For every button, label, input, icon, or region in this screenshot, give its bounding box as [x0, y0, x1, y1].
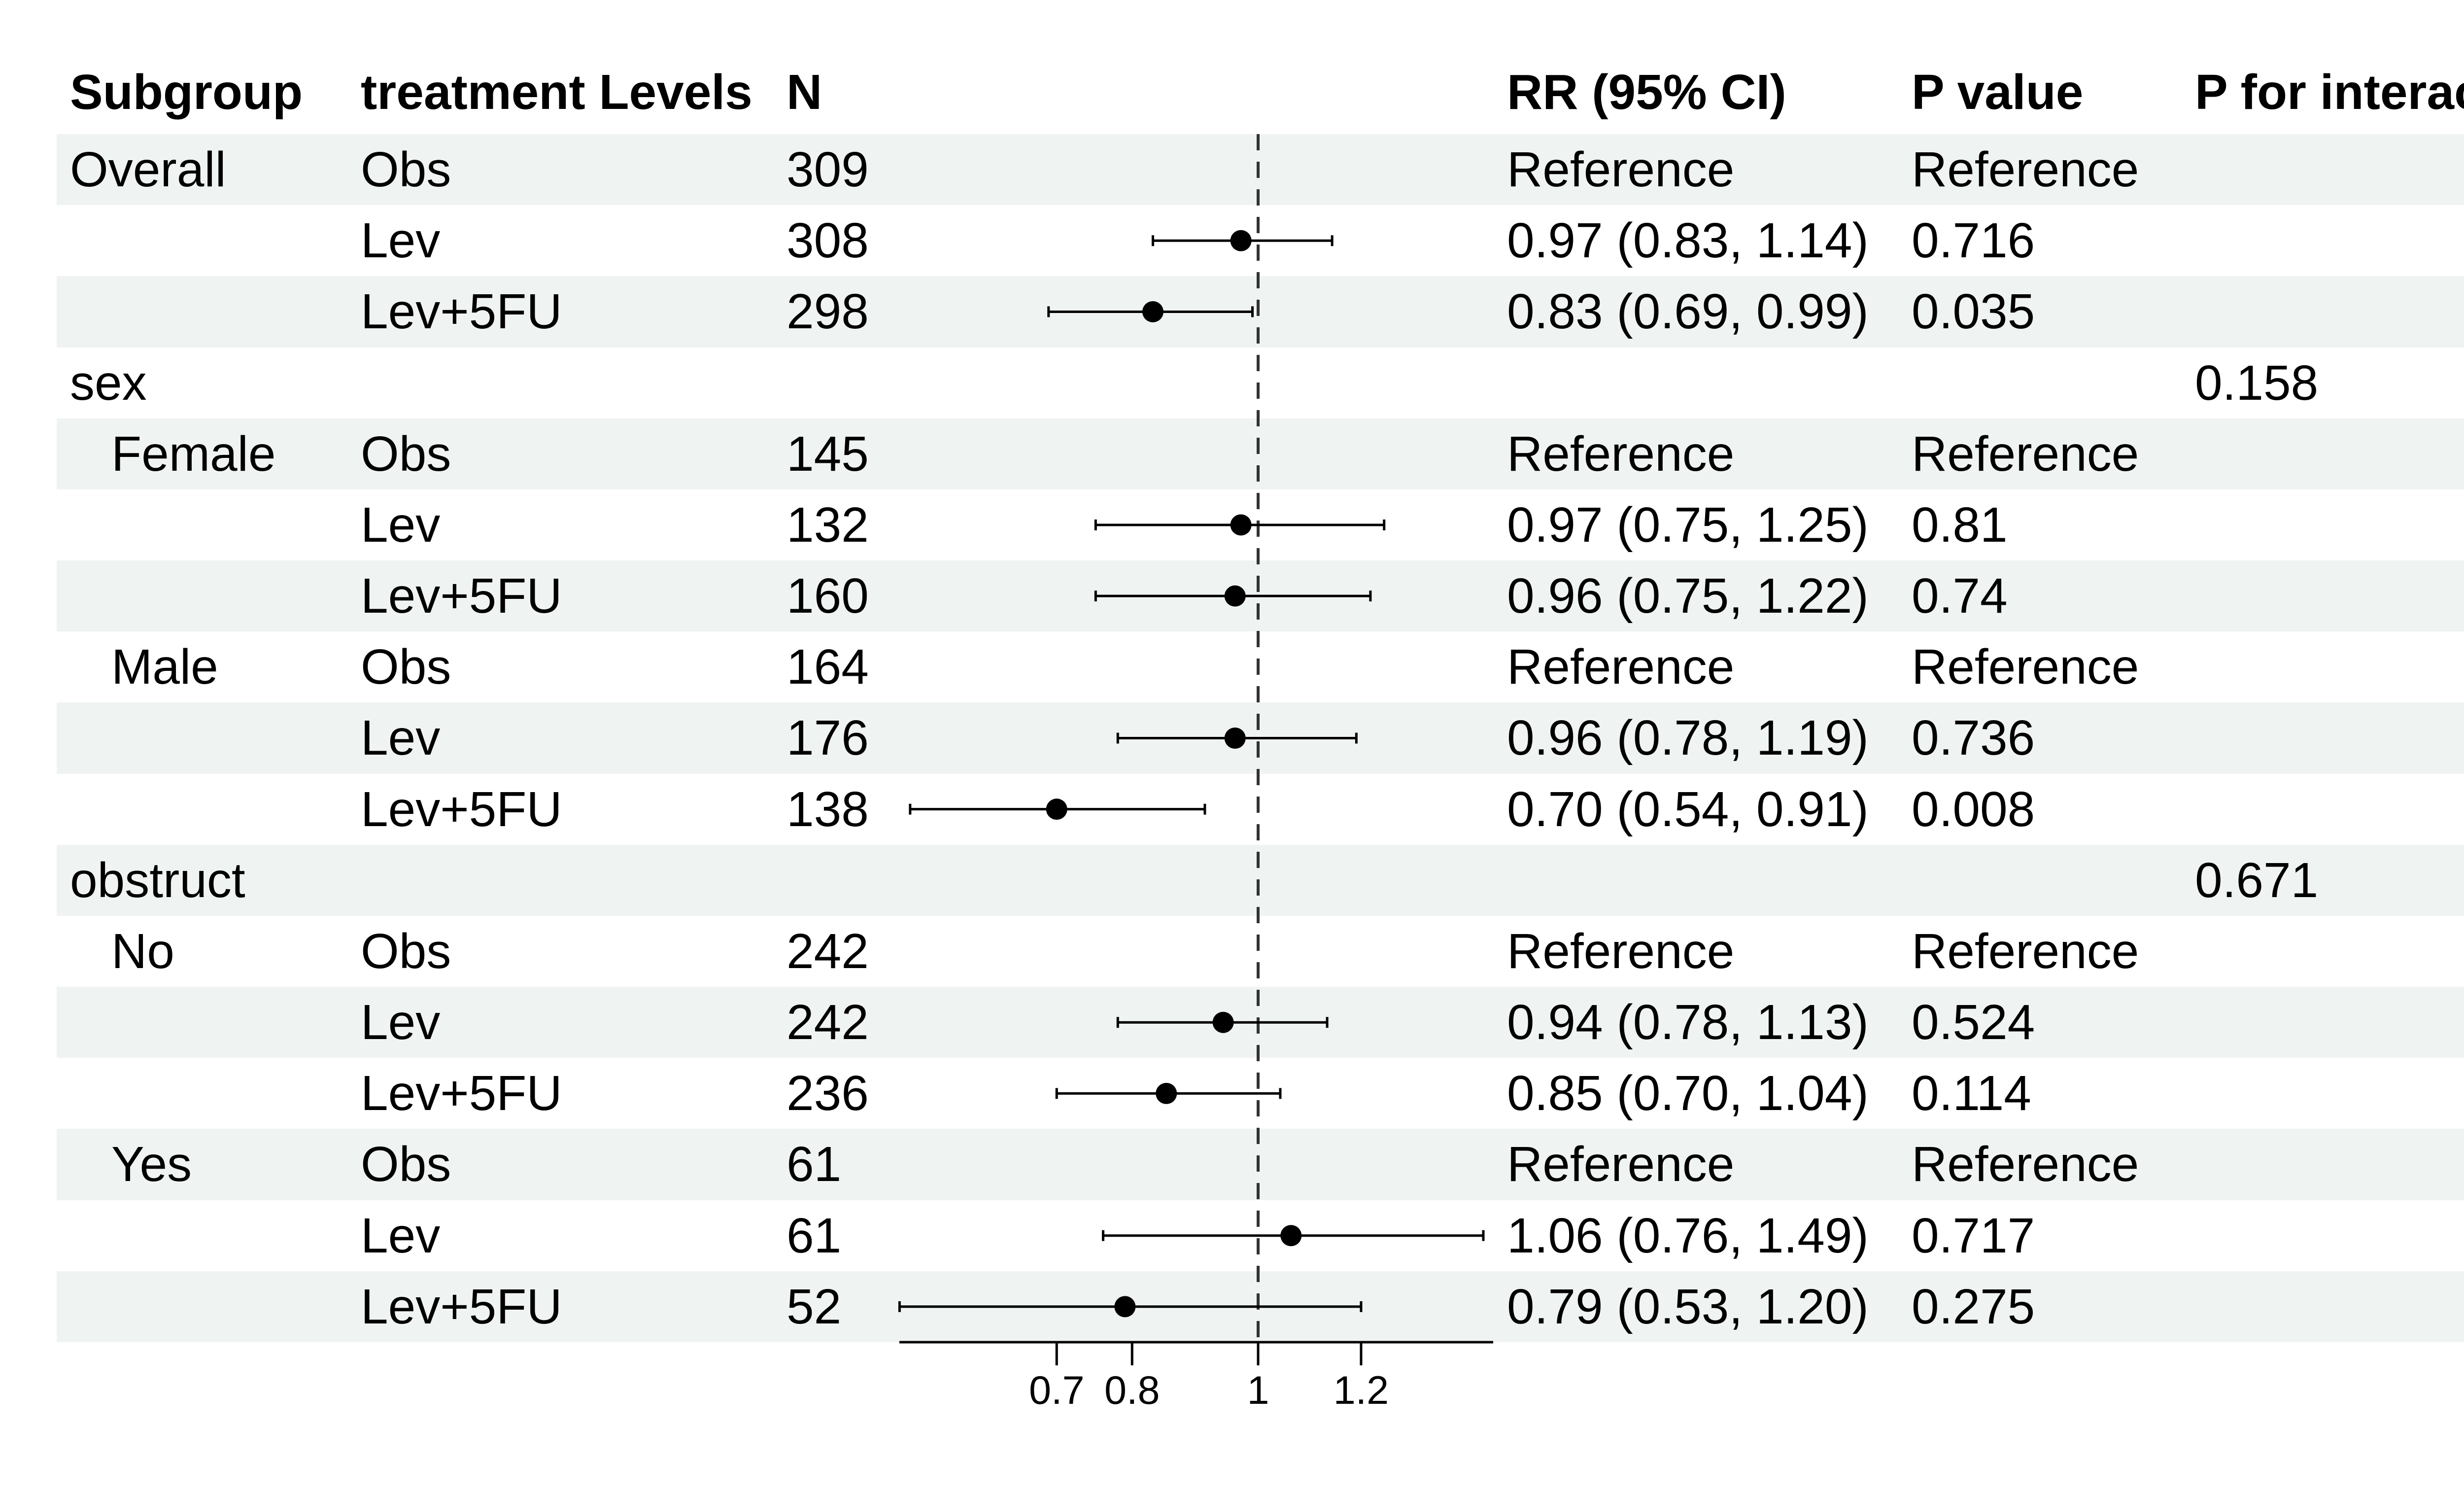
cell-p-value: Reference	[1912, 426, 2139, 482]
cell-p-value: 0.524	[1912, 995, 2035, 1050]
ci-marker	[1230, 230, 1252, 251]
cell-n: 145	[787, 426, 869, 482]
cell-treatment-level: Lev	[361, 213, 441, 269]
row-stripe	[57, 134, 2464, 206]
ci-marker	[1156, 1082, 1177, 1104]
col-header-p-value: P value	[1912, 65, 2084, 120]
cell-p-value: Reference	[1912, 923, 2139, 979]
cell-rr-ci: 0.96 (0.78, 1.19)	[1507, 710, 1869, 766]
cell-rr-ci: Reference	[1507, 923, 1735, 979]
cell-rr-ci: Reference	[1507, 426, 1735, 482]
cell-treatment-level: Lev	[361, 995, 441, 1050]
cell-rr-ci: Reference	[1507, 639, 1735, 695]
ci-marker	[1280, 1225, 1302, 1247]
cell-treatment-level: Lev+5FU	[361, 1066, 562, 1121]
cell-subgroup: Yes	[111, 1137, 192, 1192]
cell-p-value: Reference	[1912, 639, 2139, 695]
cell-treatment-level: Obs	[361, 923, 451, 979]
row-stripe	[57, 1129, 2464, 1200]
cell-treatment-level: Obs	[361, 639, 451, 695]
col-header-treatment: treatment Levels	[361, 65, 753, 120]
cell-n: 242	[787, 995, 869, 1050]
cell-treatment-level: Lev+5FU	[361, 1279, 562, 1334]
cell-n: 309	[787, 142, 869, 197]
cell-n: 52	[787, 1279, 842, 1334]
x-axis-tick-label: 0.7	[1029, 1368, 1085, 1413]
cell-p-interaction: 0.671	[2195, 852, 2319, 908]
row-stripe	[57, 276, 2464, 347]
col-header-p-interaction: P for interaction	[2195, 65, 2464, 120]
cell-treatment-level: Obs	[361, 142, 451, 197]
x-axis-tick-label: 0.8	[1104, 1368, 1160, 1413]
cell-p-value: 0.717	[1912, 1208, 2035, 1263]
cell-n: 61	[787, 1137, 842, 1192]
cell-rr-ci: 0.96 (0.75, 1.22)	[1507, 568, 1869, 624]
cell-p-value: 0.74	[1912, 568, 2008, 624]
cell-subgroup: sex	[70, 355, 147, 411]
cell-rr-ci: 0.85 (0.70, 1.04)	[1507, 1066, 1869, 1121]
cell-n: 160	[787, 568, 869, 624]
cell-n: 236	[787, 1066, 869, 1121]
cell-n: 164	[787, 639, 869, 695]
cell-treatment-level: Obs	[361, 426, 451, 482]
cell-p-value: Reference	[1912, 142, 2139, 197]
cell-treatment-level: Lev	[361, 497, 441, 553]
cell-subgroup: Overall	[70, 142, 226, 197]
cell-p-value: Reference	[1912, 1137, 2139, 1192]
cell-rr-ci: Reference	[1507, 142, 1735, 197]
cell-n: 308	[787, 213, 869, 269]
cell-n: 61	[787, 1208, 842, 1263]
cell-n: 242	[787, 923, 869, 979]
cell-treatment-level: Lev	[361, 1208, 441, 1263]
cell-subgroup: Female	[111, 426, 276, 482]
cell-subgroup: Male	[111, 639, 218, 695]
cell-rr-ci: Reference	[1507, 1137, 1735, 1192]
cell-p-value: 0.81	[1912, 497, 2008, 553]
row-stripe	[57, 844, 2464, 916]
cell-n: 298	[787, 284, 869, 340]
cell-p-value: 0.736	[1912, 710, 2035, 766]
col-header-n: N	[787, 65, 822, 120]
cell-rr-ci: 0.94 (0.78, 1.13)	[1507, 995, 1869, 1050]
cell-subgroup: No	[111, 923, 174, 979]
cell-treatment-level: Lev+5FU	[361, 284, 562, 340]
cell-subgroup: obstruct	[70, 852, 245, 908]
cell-p-value: 0.114	[1912, 1066, 2031, 1121]
col-header-subgroup: Subgroup	[70, 65, 303, 120]
cell-n: 138	[787, 781, 869, 837]
cell-treatment-level: Lev+5FU	[361, 781, 562, 837]
col-header-rr-ci: RR (95% CI)	[1507, 65, 1786, 120]
cell-rr-ci: 0.97 (0.75, 1.25)	[1507, 497, 1869, 553]
cell-p-value: 0.035	[1912, 284, 2035, 340]
cell-rr-ci: 0.79 (0.53, 1.20)	[1507, 1279, 1869, 1334]
cell-rr-ci: 0.97 (0.83, 1.14)	[1507, 213, 1869, 269]
ci-marker	[1230, 514, 1252, 536]
ci-marker	[1046, 799, 1067, 820]
cell-p-value: 0.716	[1912, 213, 2035, 269]
cell-treatment-level: Lev+5FU	[361, 568, 562, 624]
x-axis-tick-label: 1.2	[1334, 1368, 1389, 1413]
cell-rr-ci: 0.83 (0.69, 0.99)	[1507, 284, 1869, 340]
cell-rr-ci: 0.70 (0.54, 0.91)	[1507, 781, 1869, 837]
cell-treatment-level: Obs	[361, 1137, 451, 1192]
cell-n: 132	[787, 497, 869, 553]
cell-rr-ci: 1.06 (0.76, 1.49)	[1507, 1208, 1869, 1263]
cell-p-interaction: 0.158	[2195, 355, 2319, 411]
cell-p-value: 0.008	[1912, 781, 2035, 837]
cell-p-value: 0.275	[1912, 1279, 2035, 1334]
cell-treatment-level: Lev	[361, 710, 441, 766]
cell-n: 176	[787, 710, 869, 766]
row-stripe	[57, 418, 2464, 489]
x-axis-tick-label: 1	[1247, 1368, 1269, 1413]
